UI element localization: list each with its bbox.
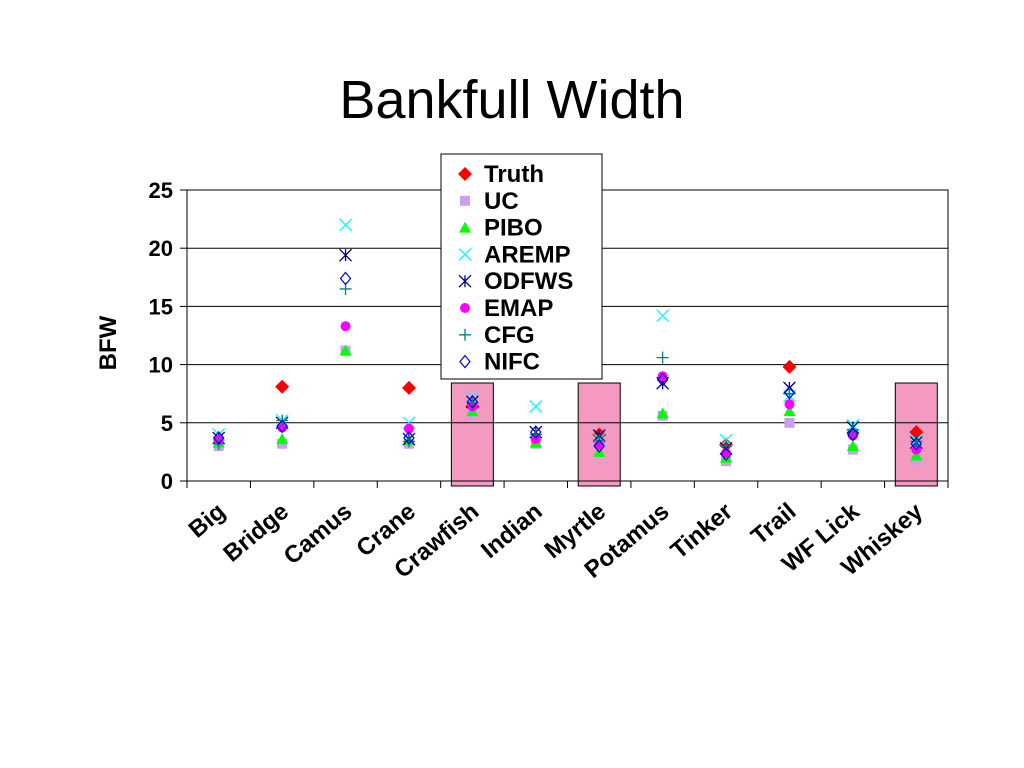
point-pibo-potamus	[656, 407, 669, 419]
x-tick-label-tinker: Tinker	[666, 498, 738, 565]
legend-marker-odfws	[458, 274, 472, 288]
point-nifc-wf-lick	[847, 427, 859, 442]
point-emap-trail	[784, 399, 795, 410]
point-nifc-indian	[530, 425, 542, 440]
chart-title: Bankfull Width	[339, 70, 684, 130]
legend-marker-truth	[458, 167, 472, 181]
point-nifc-potamus	[656, 372, 669, 387]
x-tick-label-camus: Camus	[279, 498, 358, 570]
x-tick-label-big: Big	[184, 498, 231, 544]
point-nifc-big	[212, 430, 225, 445]
point-truth-whiskey	[909, 425, 924, 440]
point-nifc-myrtle	[593, 439, 605, 454]
y-axis-label: BFW	[95, 315, 122, 370]
legend-label-cfg: CFG	[484, 322, 535, 349]
point-nifc-whiskey	[910, 436, 923, 451]
point-nifc-crawfish	[466, 394, 479, 409]
point-aremp-potamus	[656, 309, 670, 323]
point-odfws-camus	[339, 248, 353, 262]
legend-label-pibo: PIBO	[484, 215, 543, 242]
point-aremp-camus	[339, 218, 353, 232]
y-tick-label-0: 0	[161, 469, 173, 494]
point-pibo-whiskey	[910, 449, 923, 461]
point-pibo-bridge	[276, 433, 289, 445]
point-truth-bridge	[275, 379, 290, 394]
point-emap-potamus	[657, 371, 668, 382]
legend-label-uc: UC	[484, 188, 519, 215]
point-nifc-camus	[339, 271, 352, 286]
legend-label-nifc: NIFC	[484, 349, 540, 376]
point-cfg-crane	[402, 435, 415, 448]
legend-label-odfws: ODFWS	[484, 268, 573, 295]
y-tick-label-25: 25	[149, 178, 173, 203]
legend-marker-emap	[460, 303, 470, 313]
legend-marker-aremp	[458, 247, 472, 261]
point-cfg-wf-lick	[846, 423, 859, 436]
legend-marker-cfg	[459, 328, 471, 341]
point-aremp-indian	[529, 400, 543, 413]
point-cfg-tinker	[720, 440, 733, 453]
y-tick-labels: 0 5 10 15 20 25	[149, 178, 173, 494]
y-tick-label-5: 5	[161, 411, 173, 436]
point-pibo-trail	[783, 405, 796, 417]
x-tick-label-indian: Indian	[476, 498, 547, 564]
point-truth-crane	[401, 380, 416, 395]
point-truth-trail	[782, 359, 797, 374]
y-tick-label-10: 10	[149, 353, 173, 378]
axes	[180, 189, 949, 488]
point-emap-crane	[403, 423, 414, 434]
y-tick-label-15: 15	[149, 294, 173, 319]
point-uc-trail	[784, 417, 795, 428]
point-nifc-crane	[403, 430, 415, 445]
x-tick-label-bridge: Bridge	[218, 498, 294, 568]
x-tick-labels: BigBridgeCamusCraneCrawfishIndianMyrtleP…	[184, 497, 929, 583]
legend-label-truth: Truth	[484, 161, 544, 188]
point-nifc-trail	[783, 385, 796, 400]
data-points	[212, 218, 924, 467]
point-pibo-camus	[339, 344, 352, 356]
legend-marker-pibo	[459, 221, 471, 233]
legend-marker-nifc	[459, 354, 471, 369]
point-emap-camus	[340, 321, 351, 332]
point-cfg-potamus	[656, 351, 669, 364]
legend-box	[440, 153, 603, 380]
point-pibo-wf-lick	[846, 440, 859, 452]
legend-marker-uc	[460, 195, 470, 206]
legend-label-aremp: AREMP	[484, 241, 571, 268]
y-tick-label-20: 20	[149, 236, 173, 261]
point-nifc-bridge	[276, 419, 288, 434]
point-nifc-tinker	[720, 447, 732, 462]
legend-label-emap: EMAP	[484, 295, 553, 322]
